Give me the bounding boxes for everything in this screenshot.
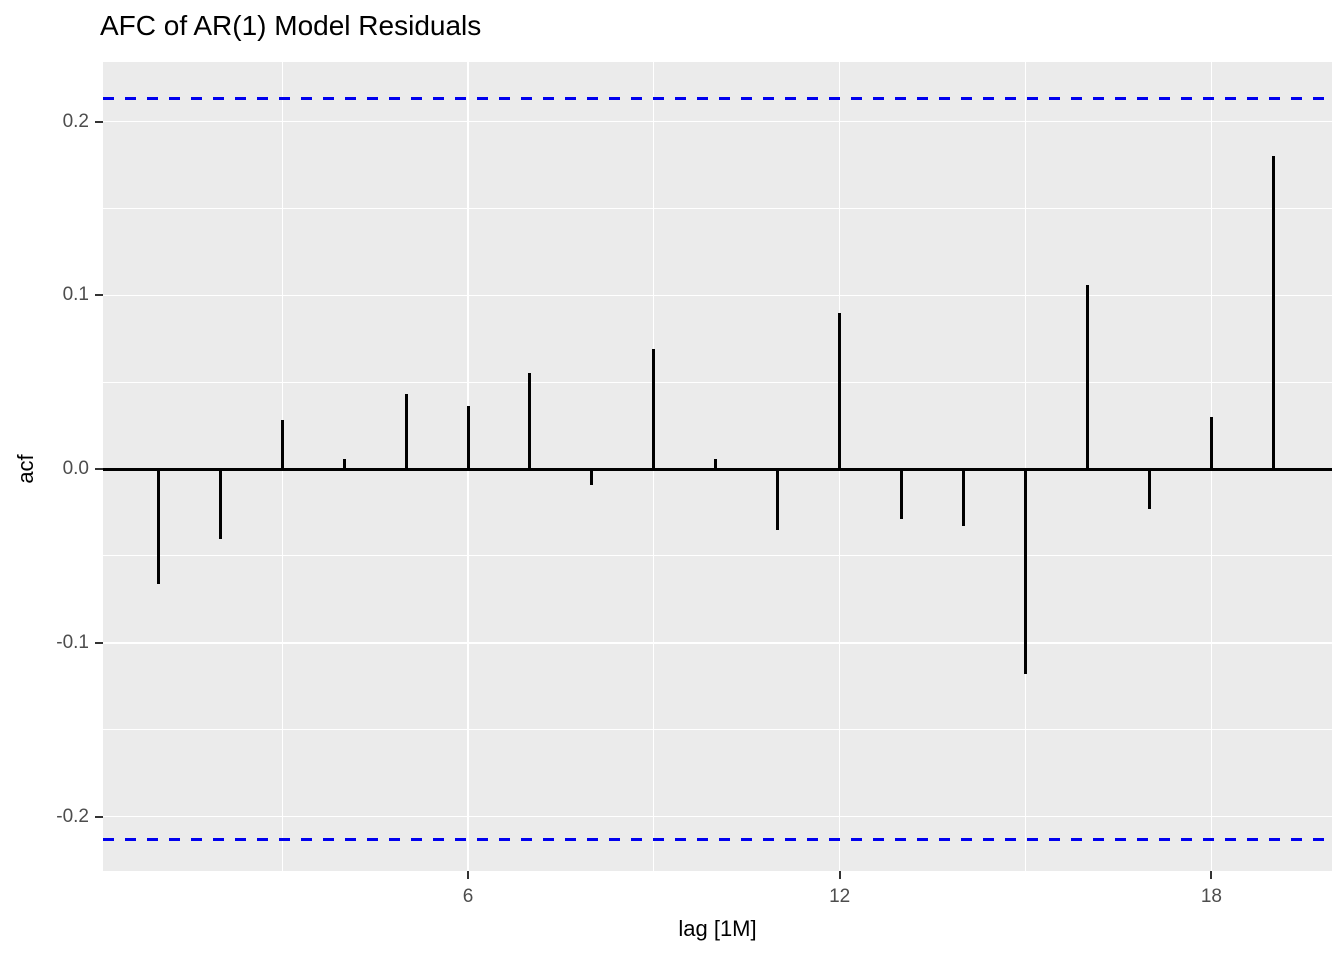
acf-bar-lag-4 — [342, 458, 346, 469]
y-tick-mark — [95, 815, 103, 818]
acf-bar-lag-11 — [776, 469, 780, 530]
acf-bar-lag-10 — [714, 458, 718, 469]
gridline-y-minor — [103, 729, 1332, 731]
gridline-y-major — [103, 120, 1332, 123]
zero-line — [103, 467, 1332, 471]
acf-bar-lag-18 — [1209, 416, 1213, 469]
acf-bar-lag-14 — [962, 469, 966, 527]
x-tick-mark — [467, 871, 469, 879]
x-axis-title: lag [1M] — [678, 916, 757, 941]
y-tick-mark — [95, 641, 103, 644]
y-tick-label: 0.0 — [62, 458, 89, 479]
acf-bar-lag-12 — [838, 312, 842, 469]
acf-bar-lag-17 — [1147, 469, 1151, 509]
x-tick-mark — [838, 871, 841, 879]
y-tick-mark — [95, 468, 103, 470]
x-tick-mark — [1210, 871, 1213, 879]
y-tick-label: -0.1 — [56, 631, 89, 653]
gridline-y-minor — [103, 207, 1332, 209]
ci-lower-line — [103, 838, 1332, 842]
gridline-y-major — [103, 815, 1332, 818]
acf-bar-lag-15 — [1024, 469, 1028, 675]
acf-bar-lag-3 — [280, 420, 284, 469]
y-tick-mark — [95, 294, 103, 297]
x-tick-label: 12 — [829, 886, 851, 907]
gridline-x-minor — [1025, 62, 1027, 871]
gridline-y-minor — [103, 555, 1332, 557]
acf-bar-lag-9 — [652, 349, 656, 469]
y-tick-label: -0.2 — [56, 805, 89, 827]
acf-bar-lag-7 — [528, 373, 532, 469]
y-tick-label: 0.2 — [62, 110, 89, 132]
acf-bar-lag-6 — [466, 406, 470, 469]
acf-bar-lag-19 — [1271, 156, 1275, 469]
acf-bar-lag-16 — [1086, 284, 1089, 469]
plot-panel — [103, 62, 1332, 871]
x-tick-label: 6 — [462, 886, 474, 907]
acf-bar-lag-2 — [218, 469, 222, 539]
y-tick-label: 0.1 — [62, 284, 89, 306]
gridline-y-major — [103, 642, 1332, 644]
y-tick-mark — [95, 120, 103, 123]
acf-bar-lag-8 — [590, 469, 594, 485]
ci-upper-line — [103, 96, 1332, 100]
acf-bar-lag-13 — [900, 469, 904, 520]
acf-bar-lag-1 — [156, 469, 160, 584]
gridline-y-major — [103, 294, 1332, 296]
x-tick-label: 18 — [1200, 886, 1222, 907]
plot-title: AFC of AR(1) Model Residuals — [100, 10, 482, 41]
acf-bar-lag-5 — [404, 394, 408, 469]
gridline-y-minor — [103, 381, 1332, 383]
